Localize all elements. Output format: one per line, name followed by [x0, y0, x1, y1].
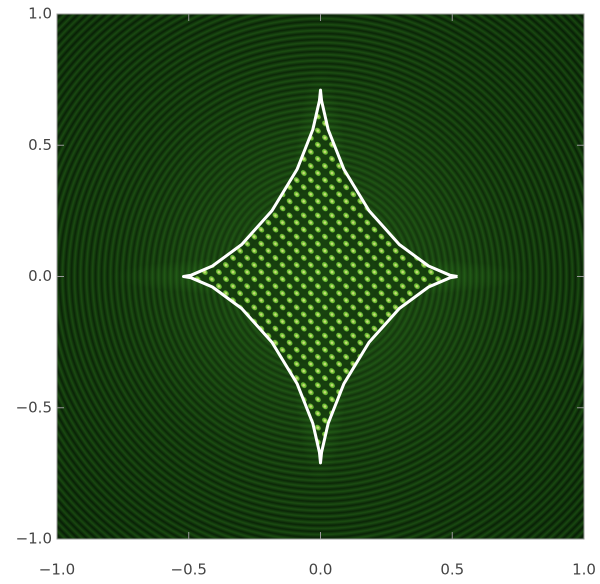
y-tick-label: −0.5	[16, 398, 52, 416]
y-tick-label: −1.0	[16, 530, 52, 548]
x-tick-label: −0.5	[171, 561, 207, 579]
y-tick-label: 1.0	[28, 5, 52, 23]
x-tick-label: 0.5	[440, 561, 464, 579]
y-tick-label: 0.0	[28, 267, 52, 285]
y-tick-label: 0.5	[28, 136, 52, 154]
x-tick-label: 1.0	[572, 561, 596, 579]
x-tick-label: −1.0	[39, 561, 75, 579]
x-tick-label: 0.0	[309, 561, 333, 579]
caustic-curve	[181, 88, 458, 465]
